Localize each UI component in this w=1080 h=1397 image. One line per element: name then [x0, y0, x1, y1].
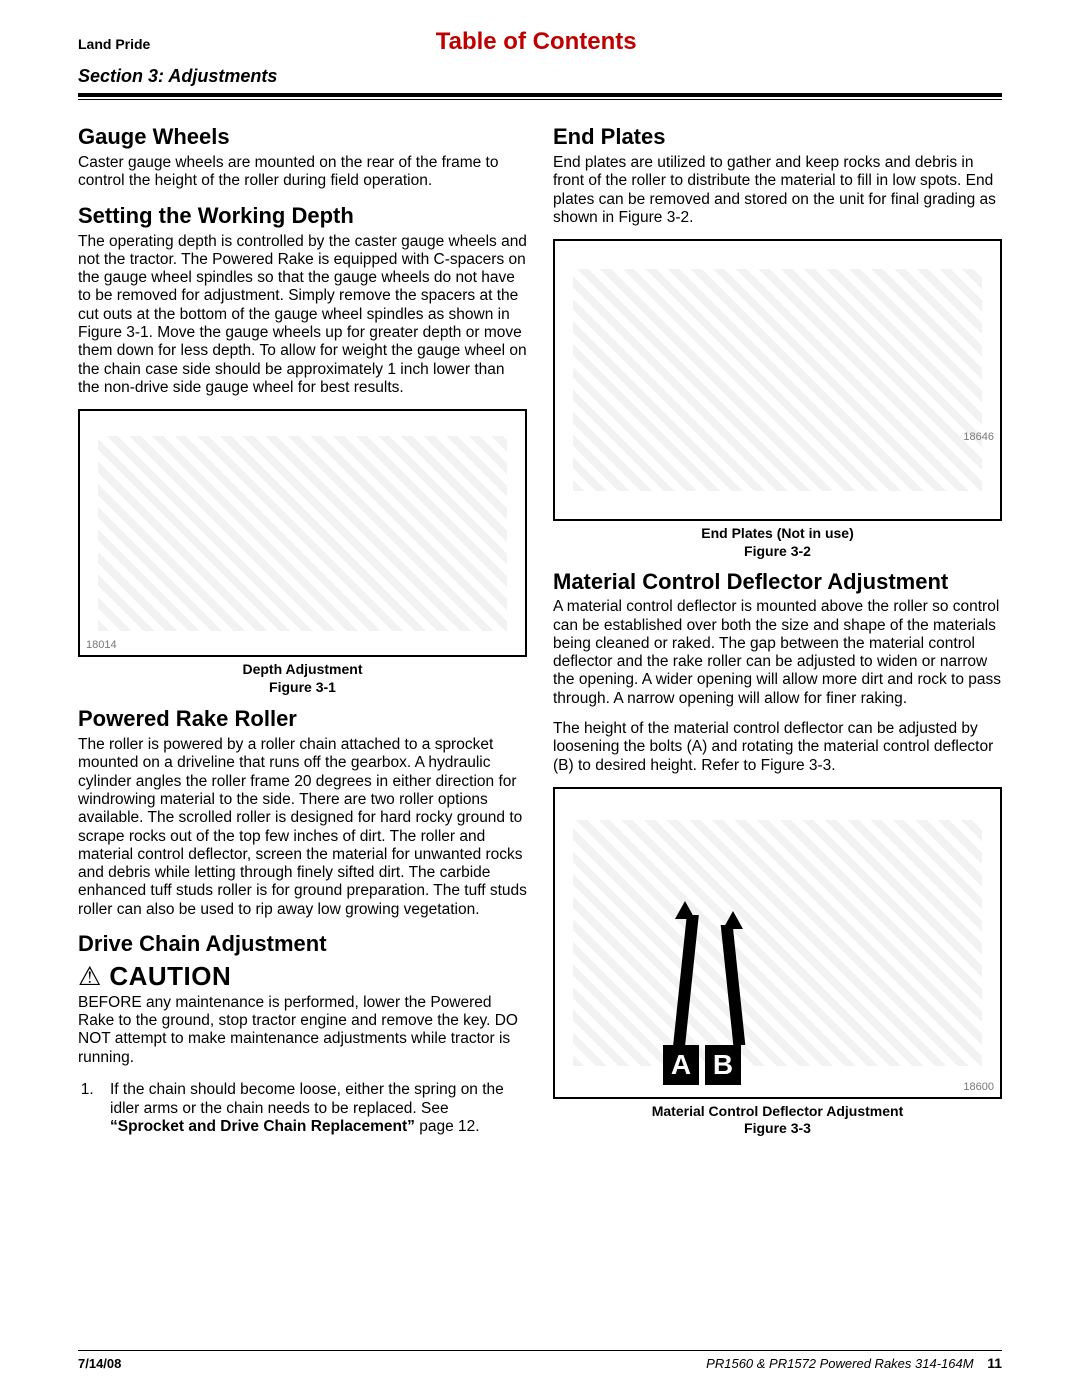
figure-3-2-number: 18646	[963, 431, 994, 443]
footer-page-number: 11	[987, 1355, 1002, 1371]
figure-3-3-art	[573, 820, 982, 1066]
footer-rule	[78, 1350, 1002, 1351]
content-columns: Gauge Wheels Caster gauge wheels are mou…	[78, 122, 1002, 1148]
left-column: Gauge Wheels Caster gauge wheels are mou…	[78, 122, 527, 1148]
callout-b: B	[705, 1045, 741, 1085]
steps-list: If the chain should become loose, either…	[98, 1081, 527, 1137]
para-working-depth: The operating depth is controlled by the…	[78, 233, 527, 398]
heading-gauge-wheels: Gauge Wheels	[78, 124, 527, 150]
heading-rake-roller: Powered Rake Roller	[78, 706, 527, 732]
figure-3-3: 18600 A B	[553, 787, 1002, 1099]
para-material-deflector-1: A material control deflector is mounted …	[553, 598, 1002, 708]
footer-doc-label: PR1560 & PR1572 Powered Rakes 314-164M	[706, 1356, 973, 1371]
caution-banner: ⚠ CAUTION	[78, 961, 527, 992]
brand-label: Land Pride	[78, 36, 150, 52]
figure-3-2-caption-line1: End Plates (Not in use)	[701, 525, 853, 541]
heading-end-plates: End Plates	[553, 124, 1002, 150]
figure-3-3-caption-line2: Figure 3-3	[744, 1120, 811, 1136]
figure-3-1: 18014	[78, 409, 527, 657]
footer-date: 7/14/08	[78, 1356, 121, 1371]
para-gauge-wheels: Caster gauge wheels are mounted on the r…	[78, 154, 527, 191]
figure-3-3-caption: Material Control Deflector Adjustment Fi…	[553, 1103, 1002, 1138]
figure-3-2-art	[573, 269, 982, 491]
step-1: If the chain should become loose, either…	[98, 1081, 527, 1137]
page-footer: 7/14/08 PR1560 & PR1572 Powered Rakes 31…	[78, 1350, 1002, 1371]
para-end-plates: End plates are utilized to gather and ke…	[553, 154, 1002, 227]
step-1-text-b: page 12.	[415, 1118, 480, 1135]
step-1-xref[interactable]: “Sprocket and Drive Chain Replacement”	[110, 1118, 415, 1135]
figure-3-1-caption: Depth Adjustment Figure 3-1	[78, 661, 527, 696]
heading-drive-chain: Drive Chain Adjustment	[78, 931, 527, 957]
figure-3-2-caption: End Plates (Not in use) Figure 3-2	[553, 525, 1002, 560]
section-label: Section 3: Adjustments	[78, 66, 1002, 87]
figure-3-3-caption-line1: Material Control Deflector Adjustment	[652, 1103, 904, 1119]
rule-thin	[78, 99, 1002, 100]
footer-docinfo: PR1560 & PR1572 Powered Rakes 314-164M 1…	[706, 1355, 1002, 1371]
caution-label: CAUTION	[109, 961, 231, 992]
page-header: Land Pride Table of Contents	[78, 28, 1002, 56]
step-1-text-a: If the chain should become loose, either…	[110, 1081, 504, 1117]
figure-3-1-caption-line1: Depth Adjustment	[242, 661, 362, 677]
para-material-deflector-2: The height of the material control defle…	[553, 720, 1002, 775]
right-column: End Plates End plates are utilized to ga…	[553, 122, 1002, 1148]
figure-3-1-art	[98, 436, 507, 631]
toc-link[interactable]: Table of Contents	[150, 28, 922, 56]
warning-icon: ⚠	[78, 963, 101, 989]
heading-material-deflector: Material Control Deflector Adjustment	[553, 570, 1002, 594]
figure-3-2-caption-line2: Figure 3-2	[744, 543, 811, 559]
para-caution: BEFORE any maintenance is performed, low…	[78, 994, 527, 1067]
heading-working-depth: Setting the Working Depth	[78, 203, 527, 229]
figure-3-2: 18646	[553, 239, 1002, 521]
para-rake-roller: The roller is powered by a roller chain …	[78, 736, 527, 919]
figure-3-3-number: 18600	[963, 1081, 994, 1093]
figure-3-1-number: 18014	[86, 639, 117, 651]
rule-thick	[78, 93, 1002, 97]
figure-3-1-caption-line2: Figure 3-1	[269, 679, 336, 695]
callout-a: A	[663, 1045, 699, 1085]
